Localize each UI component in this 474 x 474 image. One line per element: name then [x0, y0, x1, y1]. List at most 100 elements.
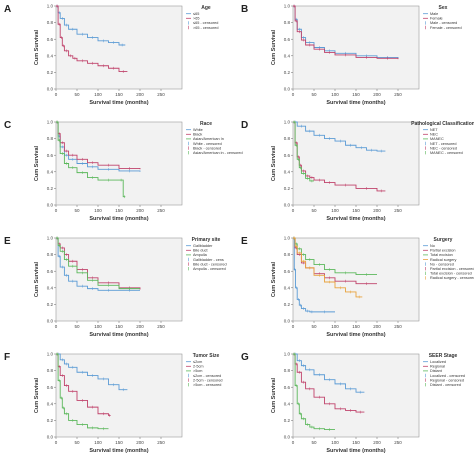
- x-tick-label: 100: [94, 324, 102, 329]
- y-tick-label: 0.0: [47, 319, 54, 324]
- plot-area: [55, 5, 183, 90]
- legend-entry: >65: [193, 17, 199, 21]
- legend-entry: Male: [430, 12, 438, 16]
- x-tick-label: 100: [331, 324, 339, 329]
- legend-entry: Male - censored: [430, 21, 457, 25]
- y-tick-label: 0.2: [284, 186, 291, 191]
- y-tick-label: 0.6: [284, 37, 291, 42]
- panel-letter: E: [4, 236, 11, 247]
- legend-entry: Partial excision: [430, 249, 456, 253]
- y-axis-label: Cum Survival: [271, 377, 277, 413]
- y-tick-label: 0.0: [284, 435, 291, 440]
- y-tick-label: 0.2: [284, 70, 291, 75]
- y-axis-label: Cum Survival: [271, 261, 277, 297]
- legend-entry: Asian/American in - censored: [193, 151, 243, 155]
- x-axis-label: Survival time (months): [89, 332, 148, 338]
- legend-entry: MANEC: [430, 137, 444, 141]
- legend-entry: >65 - censored: [193, 26, 218, 30]
- y-tick-label: 0.0: [47, 203, 54, 208]
- y-tick-label: 0.8: [47, 252, 54, 257]
- legend-title: Tumor Size: [193, 353, 220, 359]
- legend-entry: Regional - censored: [430, 378, 464, 382]
- legend-entry: No: [430, 244, 435, 248]
- legend-entry: >5cm - censored: [193, 383, 221, 387]
- plot-area: [292, 121, 420, 206]
- legend-entry: >5cm: [193, 369, 202, 373]
- panel-3: D 0.0 0.2 0.4 0.6 0.8 1.0 0 50 100 150 200 250 Surviv…: [241, 120, 474, 222]
- panel-letter: F: [4, 352, 10, 363]
- legend-title: Race: [200, 121, 212, 127]
- series-line-3: [293, 237, 363, 298]
- panel-letter: B: [241, 4, 248, 15]
- x-tick-label: 150: [115, 324, 123, 329]
- x-tick-label: 150: [115, 440, 123, 445]
- x-tick-label: 0: [55, 208, 58, 213]
- legend-entry: Ampulla - censored: [193, 267, 226, 271]
- x-axis-label: Survival time (months): [326, 216, 385, 222]
- legend-entry: Ampulla: [193, 253, 208, 257]
- legend-entry: Bile duct - censored: [193, 262, 227, 266]
- x-tick-label: 150: [115, 92, 123, 97]
- y-axis-label: Cum Survival: [34, 261, 40, 297]
- x-tick-label: 150: [352, 208, 360, 213]
- x-tick-label: 0: [55, 324, 58, 329]
- series-line-1: [293, 5, 399, 60]
- legend-entry: Gallbladder: [193, 244, 213, 248]
- panel-7: G 0.0 0.2 0.4 0.6 0.8 1.0 0 50 100 150 200 250 Surviv…: [241, 352, 465, 454]
- x-tick-label: 50: [74, 324, 80, 329]
- series-line-1: [293, 353, 365, 413]
- y-tick-label: 0.0: [284, 319, 291, 324]
- x-tick-label: 100: [94, 208, 102, 213]
- legend-entry: Distant - censored: [430, 383, 461, 387]
- x-tick-label: 200: [136, 324, 144, 329]
- plot-area: [55, 353, 183, 438]
- x-tick-label: 50: [311, 92, 317, 97]
- x-tick-label: 150: [352, 92, 360, 97]
- panel-letter: E: [241, 236, 248, 247]
- y-tick-label: 0.4: [284, 401, 291, 406]
- panel-letter: A: [4, 4, 11, 15]
- y-tick-label: 0.0: [47, 435, 54, 440]
- x-tick-label: 200: [136, 440, 144, 445]
- y-tick-label: 1.0: [284, 236, 291, 241]
- y-axis-label: Cum Survival: [271, 145, 277, 181]
- x-tick-label: 100: [94, 92, 102, 97]
- legend-entry: Asian/American In: [193, 137, 224, 141]
- legend-title: Primary site: [192, 237, 221, 243]
- x-tick-label: 250: [394, 440, 402, 445]
- legend-entry: Black: [193, 133, 202, 137]
- y-tick-label: 0.4: [284, 285, 291, 290]
- y-tick-label: 0.8: [47, 136, 54, 141]
- series-line-0: [56, 237, 140, 291]
- series-line-2: [56, 121, 126, 198]
- y-tick-label: 0.8: [284, 368, 291, 373]
- legend-entry: NET - censored: [430, 142, 457, 146]
- legend-entry: Localized - censored: [430, 374, 465, 378]
- panel-6: F 0.0 0.2 0.4 0.6 0.8 1.0 0 50 100 150 200 250 Surviv…: [4, 352, 223, 454]
- legend-entry: Regional: [430, 365, 445, 369]
- legend-entry: Female - censored: [430, 26, 462, 30]
- x-tick-label: 100: [331, 208, 339, 213]
- y-tick-label: 0.2: [47, 418, 54, 423]
- y-tick-label: 0.4: [47, 401, 54, 406]
- legend-entry: ≤65 - censored: [193, 21, 218, 25]
- y-tick-label: 1.0: [284, 352, 291, 357]
- x-tick-label: 250: [394, 208, 402, 213]
- x-axis-label: Survival time (months): [89, 448, 148, 454]
- x-axis-label: Survival time (months): [326, 332, 385, 338]
- series-line-1: [56, 237, 141, 290]
- x-tick-label: 250: [157, 440, 165, 445]
- y-tick-label: 0.4: [47, 53, 54, 58]
- legend-entry: MANEC - censored: [430, 151, 463, 155]
- y-tick-label: 0.0: [284, 87, 291, 92]
- legend-title: SEER Stage: [429, 353, 458, 359]
- panel-letter: D: [241, 120, 248, 131]
- y-tick-label: 0.2: [284, 302, 291, 307]
- x-tick-label: 0: [55, 92, 58, 97]
- legend-entry: White - censored: [193, 142, 222, 146]
- legend-entry: Black - censored: [193, 146, 221, 150]
- legend-entry: Radical surgery - censored: [430, 276, 474, 280]
- legend-entry: Bile duct: [193, 249, 209, 253]
- legend-entry: ≤2cm - censored: [193, 374, 221, 378]
